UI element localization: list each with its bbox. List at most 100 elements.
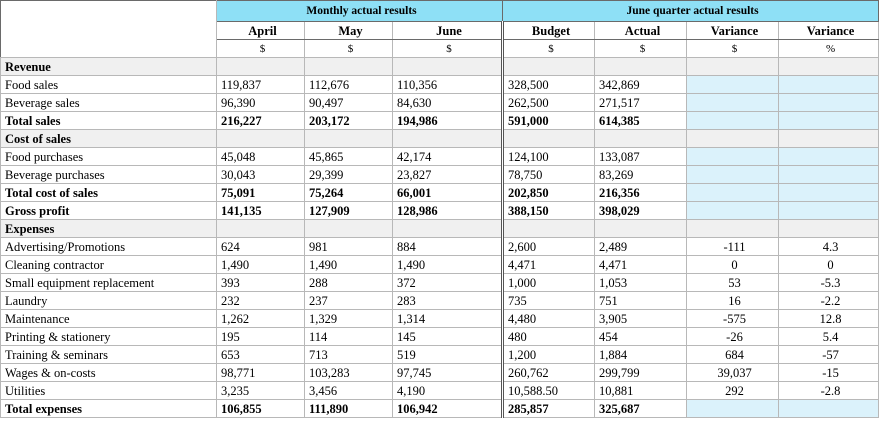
cell-budget[interactable]: 262,500 xyxy=(501,93,596,112)
cell-budget[interactable]: 388,150 xyxy=(501,201,596,220)
empty-cell[interactable] xyxy=(686,219,780,238)
cell-budget[interactable]: 1,200 xyxy=(501,345,596,364)
cell-variance-dollars[interactable] xyxy=(686,183,780,202)
cell-actual[interactable]: 4,471 xyxy=(594,255,688,274)
empty-cell[interactable] xyxy=(391,219,504,238)
cell-budget[interactable]: 480 xyxy=(501,327,596,346)
cell-variance-percent[interactable]: 4.3 xyxy=(778,237,880,256)
cell-june[interactable]: 66,001 xyxy=(391,183,504,202)
cell-may[interactable]: 237 xyxy=(304,291,393,310)
unit-actual[interactable]: $ xyxy=(594,39,688,58)
col-header-variance-dollars[interactable]: Variance xyxy=(686,21,780,40)
unit-budget[interactable]: $ xyxy=(501,39,596,58)
empty-cell[interactable] xyxy=(501,129,596,148)
row-label[interactable]: Maintenance xyxy=(0,309,217,328)
row-label[interactable]: Printing & stationery xyxy=(0,327,217,346)
cell-actual[interactable]: 751 xyxy=(594,291,688,310)
cell-actual[interactable]: 398,029 xyxy=(594,201,688,220)
cell-variance-dollars[interactable]: 292 xyxy=(686,381,780,400)
col-header-april[interactable]: April xyxy=(216,21,305,40)
cell-may[interactable]: 45,865 xyxy=(304,147,393,166)
row-label[interactable]: Total sales xyxy=(0,111,217,130)
row-label[interactable]: Utilities xyxy=(0,381,217,400)
cell-june[interactable]: 519 xyxy=(391,345,504,364)
empty-cell[interactable] xyxy=(686,57,780,76)
unit-may[interactable]: $ xyxy=(304,39,393,58)
cell-may[interactable]: 3,456 xyxy=(304,381,393,400)
cell-variance-percent[interactable] xyxy=(778,399,880,418)
section-label[interactable]: Revenue xyxy=(0,57,217,76)
cell-variance-dollars[interactable]: 0 xyxy=(686,255,780,274)
cell-june[interactable]: 283 xyxy=(391,291,504,310)
cell-june[interactable]: 110,356 xyxy=(391,75,504,94)
cell-variance-percent[interactable]: -57 xyxy=(778,345,880,364)
cell-variance-dollars[interactable] xyxy=(686,399,780,418)
monthly-results-band[interactable]: Monthly actual results xyxy=(215,0,504,22)
unit-variance-percent[interactable]: % xyxy=(778,39,880,58)
cell-variance-percent[interactable]: -2.2 xyxy=(778,291,880,310)
cell-may[interactable]: 29,399 xyxy=(304,165,393,184)
cell-april[interactable]: 195 xyxy=(216,327,305,346)
cell-actual[interactable]: 3,905 xyxy=(594,309,688,328)
cell-variance-percent[interactable] xyxy=(778,165,880,184)
row-label[interactable]: Wages & on-costs xyxy=(0,363,217,382)
cell-may[interactable]: 127,909 xyxy=(304,201,393,220)
row-label[interactable]: Small equipment replacement xyxy=(0,273,217,292)
cell-variance-percent[interactable]: -5.3 xyxy=(778,273,880,292)
col-header-variance-percent[interactable]: Variance xyxy=(778,21,880,40)
cell-actual[interactable]: 1,053 xyxy=(594,273,688,292)
cell-actual[interactable]: 83,269 xyxy=(594,165,688,184)
cell-may[interactable]: 75,264 xyxy=(304,183,393,202)
empty-cell[interactable] xyxy=(501,219,596,238)
empty-cell[interactable] xyxy=(778,129,880,148)
cell-june[interactable]: 884 xyxy=(391,237,504,256)
cell-may[interactable]: 981 xyxy=(304,237,393,256)
empty-cell[interactable] xyxy=(216,129,305,148)
cell-april[interactable]: 232 xyxy=(216,291,305,310)
cell-variance-dollars[interactable]: 684 xyxy=(686,345,780,364)
cell-variance-percent[interactable] xyxy=(778,111,880,130)
cell-april[interactable]: 393 xyxy=(216,273,305,292)
cell-actual[interactable]: 271,517 xyxy=(594,93,688,112)
section-label[interactable]: Expenses xyxy=(0,219,217,238)
cell-actual[interactable]: 1,884 xyxy=(594,345,688,364)
empty-cell[interactable] xyxy=(391,129,504,148)
cell-june[interactable]: 145 xyxy=(391,327,504,346)
cell-variance-percent[interactable]: 0 xyxy=(778,255,880,274)
cell-april[interactable]: 119,837 xyxy=(216,75,305,94)
row-label[interactable]: Total expenses xyxy=(0,399,217,418)
col-header-actual[interactable]: Actual xyxy=(594,21,688,40)
cell-variance-dollars[interactable]: -111 xyxy=(686,237,780,256)
row-label[interactable]: Gross profit xyxy=(0,201,217,220)
empty-cell[interactable] xyxy=(594,129,688,148)
cell-budget[interactable]: 2,600 xyxy=(501,237,596,256)
cell-may[interactable]: 1,329 xyxy=(304,309,393,328)
cell-may[interactable]: 288 xyxy=(304,273,393,292)
empty-cell[interactable] xyxy=(391,57,504,76)
cell-may[interactable]: 103,283 xyxy=(304,363,393,382)
cell-june[interactable]: 23,827 xyxy=(391,165,504,184)
row-label[interactable]: Training & seminars xyxy=(0,345,217,364)
cell-may[interactable]: 203,172 xyxy=(304,111,393,130)
empty-cell[interactable] xyxy=(778,219,880,238)
row-label[interactable]: Food sales xyxy=(0,75,217,94)
empty-cell[interactable] xyxy=(304,57,393,76)
col-header-budget[interactable]: Budget xyxy=(501,21,596,40)
cell-april[interactable]: 1,490 xyxy=(216,255,305,274)
col-header-may[interactable]: May xyxy=(304,21,393,40)
cell-june[interactable]: 128,986 xyxy=(391,201,504,220)
empty-cell[interactable] xyxy=(686,129,780,148)
row-label[interactable]: Cleaning contractor xyxy=(0,255,217,274)
cell-april[interactable]: 106,855 xyxy=(216,399,305,418)
unit-april[interactable]: $ xyxy=(216,39,305,58)
cell-budget[interactable]: 735 xyxy=(501,291,596,310)
cell-budget[interactable]: 202,850 xyxy=(501,183,596,202)
cell-variance-dollars[interactable]: 53 xyxy=(686,273,780,292)
section-label[interactable]: Cost of sales xyxy=(0,129,217,148)
cell-variance-dollars[interactable]: -26 xyxy=(686,327,780,346)
cell-april[interactable]: 96,390 xyxy=(216,93,305,112)
cell-april[interactable]: 1,262 xyxy=(216,309,305,328)
cell-may[interactable]: 112,676 xyxy=(304,75,393,94)
cell-may[interactable]: 713 xyxy=(304,345,393,364)
row-label[interactable]: Beverage purchases xyxy=(0,165,217,184)
